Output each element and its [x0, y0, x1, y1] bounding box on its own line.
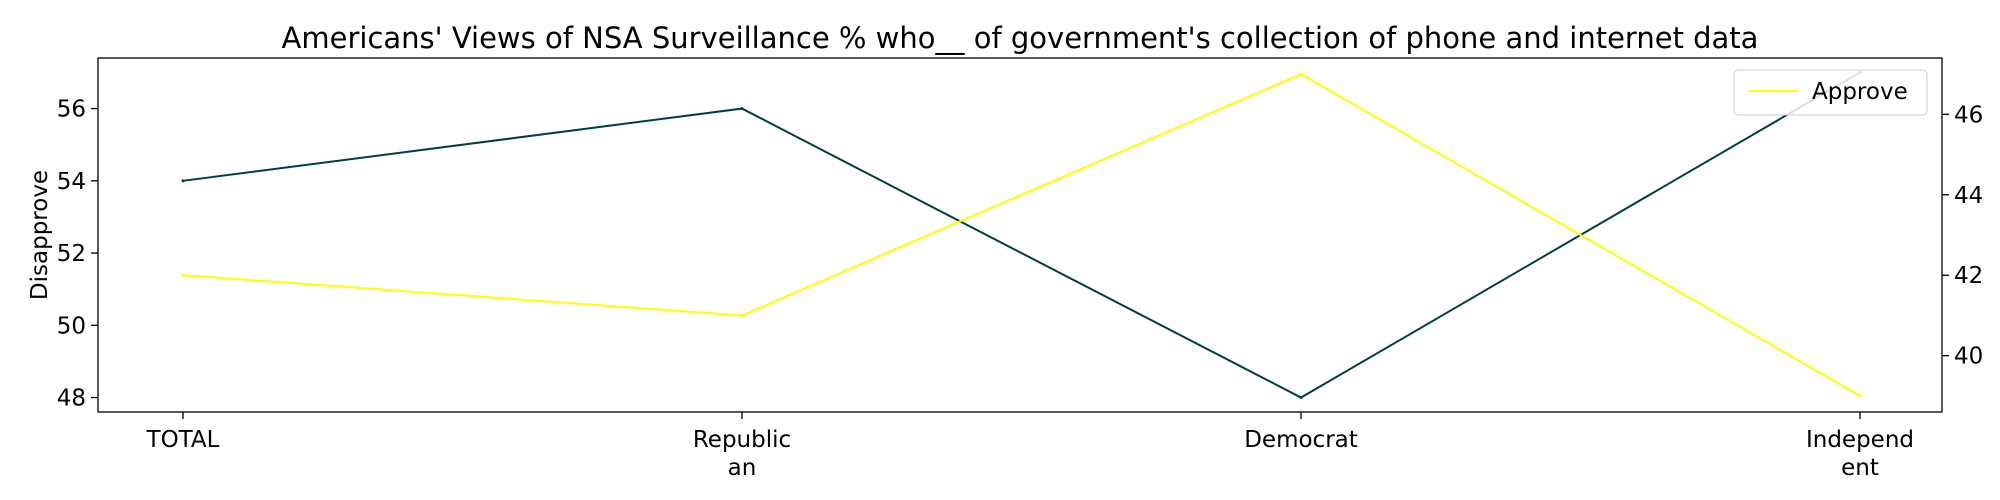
right-tick-label: 42 — [1954, 263, 1983, 289]
data-point-disapprove — [740, 107, 744, 111]
x-tick-label: Democrat — [1244, 427, 1358, 453]
plot-area-frame — [97, 57, 1943, 413]
data-point-disapprove — [1299, 396, 1303, 400]
series-layer — [181, 70, 1862, 400]
left-tick-label: 48 — [57, 386, 86, 412]
left-tick-label: 56 — [57, 97, 86, 123]
data-point-approve — [181, 273, 185, 277]
left-tick-label: 50 — [57, 313, 86, 339]
x-axis: TOTAL Republic an Democrat Independ ent — [146, 412, 1914, 481]
left-axis: 48 50 52 54 56 — [57, 97, 98, 412]
data-point-approve — [1299, 72, 1303, 76]
data-point-approve — [1858, 394, 1862, 398]
right-tick-label: 40 — [1954, 344, 1983, 370]
legend-box — [1733, 69, 1928, 116]
chart-title: Americans' Views of NSA Surveillance % w… — [282, 21, 1759, 55]
legend-label-approve: Approve — [1812, 79, 1908, 105]
series-line-disapprove — [182, 71, 1861, 399]
legend: Approve — [1733, 69, 1928, 116]
right-tick-label: 44 — [1954, 183, 1983, 209]
series-line-approve — [182, 72, 1861, 397]
right-axis: 40 42 44 46 — [1942, 102, 1983, 370]
left-tick-label: 52 — [57, 241, 86, 267]
left-axis-label: Disapprove — [27, 170, 53, 300]
x-tick-label: Independ ent — [1806, 427, 1914, 481]
right-tick-label: 46 — [1954, 102, 1983, 128]
x-tick-label: TOTAL — [146, 427, 220, 453]
data-point-disapprove — [181, 179, 185, 183]
data-point-approve — [740, 313, 744, 317]
left-tick-label: 54 — [57, 169, 86, 195]
x-tick-label: Republic an — [693, 427, 791, 481]
